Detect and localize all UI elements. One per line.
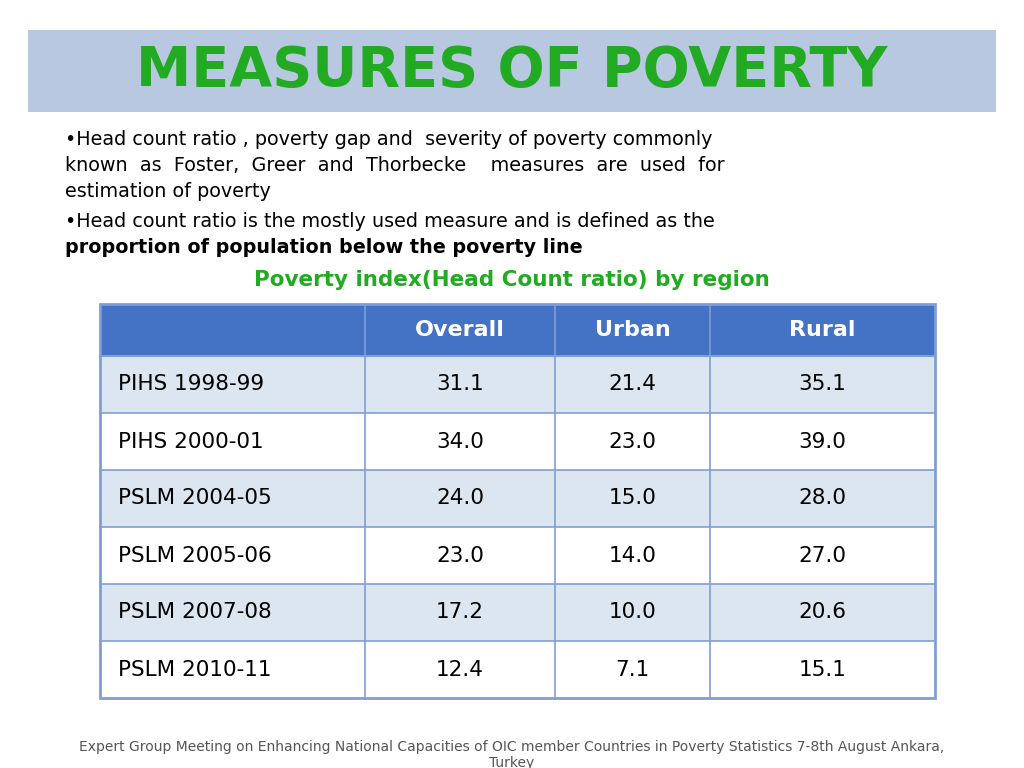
Text: 10.0: 10.0	[608, 603, 656, 623]
Text: known  as  Foster,  Greer  and  Thorbecke    measures  are  used  for: known as Foster, Greer and Thorbecke mea…	[65, 156, 725, 175]
Text: Turkey: Turkey	[489, 756, 535, 768]
Text: 34.0: 34.0	[436, 432, 484, 452]
Text: proportion of population below the poverty line: proportion of population below the pover…	[65, 238, 583, 257]
Text: PIHS 1998-99: PIHS 1998-99	[118, 375, 264, 395]
Bar	[100, 527, 935, 584]
Text: Rural: Rural	[790, 320, 856, 340]
Text: 28.0: 28.0	[799, 488, 847, 508]
Bar	[100, 413, 935, 470]
Text: 15.0: 15.0	[608, 488, 656, 508]
Text: PSLM 2010-11: PSLM 2010-11	[118, 660, 271, 680]
Text: 14.0: 14.0	[608, 545, 656, 565]
Bar	[100, 584, 935, 641]
Text: 23.0: 23.0	[608, 432, 656, 452]
Text: PSLM 2004-05: PSLM 2004-05	[118, 488, 271, 508]
Text: Overall: Overall	[415, 320, 505, 340]
Text: PSLM 2007-08: PSLM 2007-08	[118, 603, 271, 623]
Text: •Head count ratio , poverty gap and  severity of poverty commonly: •Head count ratio , poverty gap and seve…	[65, 130, 713, 149]
Text: 15.1: 15.1	[799, 660, 847, 680]
Text: Urban: Urban	[595, 320, 671, 340]
Text: •Head count ratio is the mostly used measure and is defined as the: •Head count ratio is the mostly used mea…	[65, 212, 715, 231]
Text: 27.0: 27.0	[799, 545, 847, 565]
Text: 7.1: 7.1	[615, 660, 649, 680]
Text: Poverty index(Head Count ratio) by region: Poverty index(Head Count ratio) by regio…	[254, 270, 770, 290]
Text: PIHS 2000-01: PIHS 2000-01	[118, 432, 263, 452]
Text: 17.2: 17.2	[436, 603, 484, 623]
Bar	[100, 304, 935, 698]
Bar	[100, 470, 935, 527]
Text: 12.4: 12.4	[436, 660, 484, 680]
Text: 23.0: 23.0	[436, 545, 484, 565]
Bar	[100, 356, 935, 413]
Text: 21.4: 21.4	[608, 375, 656, 395]
Text: estimation of poverty: estimation of poverty	[65, 182, 271, 201]
Bar	[100, 641, 935, 698]
Text: 20.6: 20.6	[799, 603, 847, 623]
Text: 35.1: 35.1	[799, 375, 847, 395]
Text: 24.0: 24.0	[436, 488, 484, 508]
Text: Expert Group Meeting on Enhancing National Capacities of OIC member Countries in: Expert Group Meeting on Enhancing Nation…	[80, 740, 944, 754]
Bar	[100, 304, 935, 356]
Bar	[28, 30, 996, 112]
Text: MEASURES OF POVERTY: MEASURES OF POVERTY	[136, 44, 888, 98]
Text: 31.1: 31.1	[436, 375, 484, 395]
Text: PSLM 2005-06: PSLM 2005-06	[118, 545, 271, 565]
Text: 39.0: 39.0	[799, 432, 847, 452]
